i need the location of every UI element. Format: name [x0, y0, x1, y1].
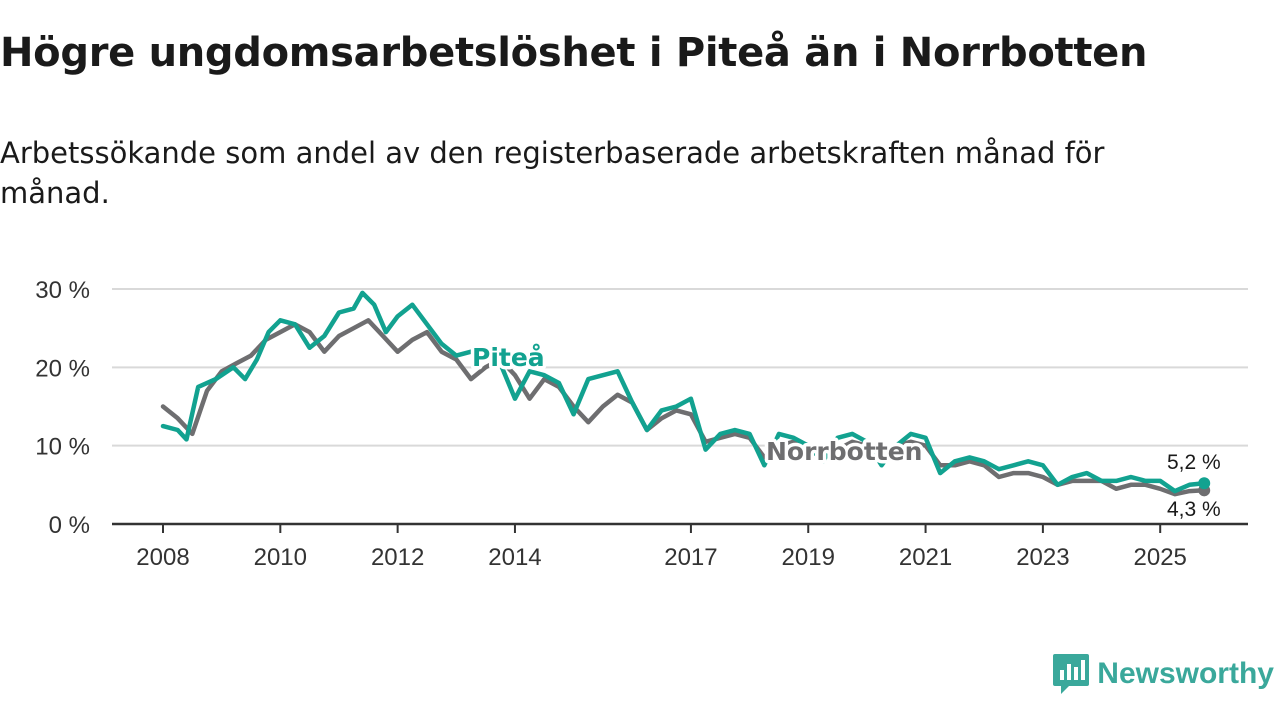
x-tick-label: 2023: [1016, 544, 1069, 571]
newsworthy-logo-icon: [1053, 654, 1090, 694]
end-label-norrbotten: 4,3 %: [1167, 498, 1221, 521]
series-label-norrbotten: Norrbotten: [766, 437, 922, 466]
end-point-piteå: [1198, 477, 1211, 490]
x-tick-label: 2008: [136, 544, 189, 571]
series-lines: [160, 290, 1211, 497]
y-tick-label: 10 %: [35, 434, 90, 461]
series-label-pitea: Piteå: [472, 343, 545, 372]
y-tick-label: 20 %: [35, 355, 90, 382]
x-tick-label: 2010: [254, 544, 307, 571]
brand-name: Newsworthy: [1097, 657, 1274, 690]
line-chart: 0 % 10 % 20 % 30 % 2008 2010 2012 2014 2017 2019…: [35, 277, 1248, 571]
series-line-piteå: [160, 290, 1207, 494]
y-axis-ticks: 0 % 10 % 20 % 30 %: [35, 277, 90, 539]
x-tick-label: 2014: [488, 544, 541, 571]
x-tick-label: 2012: [371, 544, 424, 571]
grid-lines: [112, 288, 1248, 526]
page-title: Högre ungdomsarbetslöshet i Piteå än i N…: [0, 30, 1148, 76]
brand-logo: Newsworthy: [1053, 654, 1274, 694]
x-axis-ticks: 2008 2010 2012 2014 2017 2019 2021 2023 2025: [136, 524, 1187, 571]
x-tick-label: 2017: [664, 544, 717, 571]
y-tick-label: 30 %: [35, 277, 90, 304]
x-tick-label: 2019: [782, 544, 835, 571]
page-subtitle: Arbetssökande som andel av den registerb…: [0, 136, 1105, 210]
x-tick-label: 2025: [1134, 544, 1187, 571]
y-tick-label: 0 %: [49, 512, 90, 539]
end-label-pitea: 5,2 %: [1167, 451, 1221, 474]
series-line-norrbotten: [160, 318, 1207, 497]
x-tick-label: 2021: [899, 544, 952, 571]
series-labels: Piteå Norrbotten 5,2 % 4,3 %: [469, 340, 1224, 524]
